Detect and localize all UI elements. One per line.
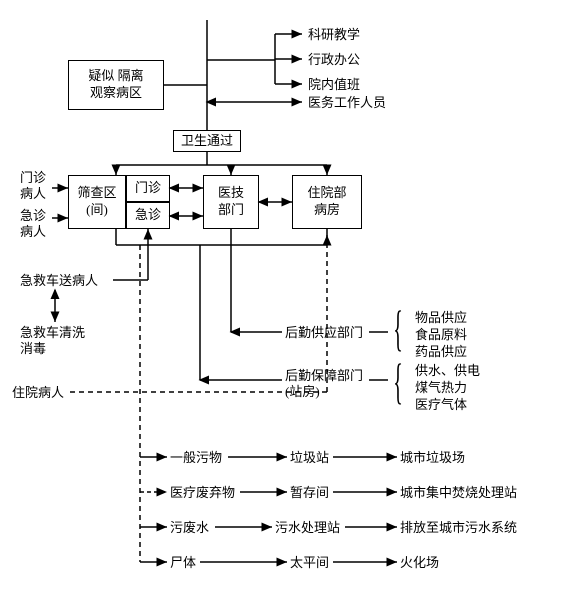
box-medtech-label: 医技部门 (218, 185, 244, 219)
flowchart-canvas: 疑似 隔离观察病区 卫生通过 筛查区(间) 门诊 急诊 医技部门 住院部病房 门… (0, 0, 584, 591)
label-duty: 院内值班 (308, 77, 360, 94)
label-city-sewage: 排放至城市污水系统 (400, 520, 517, 537)
label-inpatient: 住院病人 (12, 385, 64, 402)
box-isolation: 疑似 隔离观察病区 (68, 60, 164, 110)
label-supply-dept: 后勤供应部门 (285, 325, 363, 342)
label-garbage-station: 垃圾站 (290, 450, 329, 467)
label-city-garbage: 城市垃圾场 (400, 450, 465, 467)
label-water-elec: 供水、供电 (415, 363, 480, 380)
box-isolation-label: 疑似 隔离观察病区 (88, 68, 143, 102)
label-sewage: 污废水 (170, 520, 209, 537)
box-medtech: 医技部门 (203, 175, 259, 229)
label-city-incinerate: 城市集中焚烧处理站 (400, 485, 517, 502)
label-crematorium: 火化场 (400, 555, 439, 572)
label-ambulance-send: 急救车送病人 (20, 273, 98, 290)
label-research: 科研教学 (308, 27, 360, 44)
label-sewage-plant: 污水处理站 (275, 520, 340, 537)
label-medstaff: 医务工作人员 (308, 95, 386, 112)
label-medical-waste: 医疗废弃物 (170, 485, 235, 502)
label-food: 食品原料 (415, 327, 467, 344)
label-drugs: 药品供应 (415, 344, 467, 361)
label-general-waste: 一般污物 (170, 450, 222, 467)
box-sanitary-label: 卫生通过 (181, 133, 233, 150)
box-emergency-label: 急诊 (135, 207, 161, 224)
label-morgue: 太平间 (290, 555, 329, 572)
label-goods: 物品供应 (415, 310, 467, 327)
label-ambulance-clean: 急救车清洗消毒 (20, 325, 85, 356)
box-outpatient-label: 门诊 (135, 180, 161, 197)
bracket-supply: { (393, 303, 403, 353)
box-inpatient-label: 住院部病房 (307, 185, 346, 219)
label-gas-heat: 煤气热力 (415, 380, 467, 397)
label-storage: 暂存间 (290, 485, 329, 502)
label-med-gas: 医疗气体 (415, 397, 467, 414)
box-screening: 筛查区(间) (68, 175, 126, 229)
box-inpatient: 住院部病房 (292, 175, 362, 229)
label-outpatient-patient: 门诊病人 (20, 170, 46, 201)
box-outpatient: 门诊 (126, 175, 170, 202)
label-admin: 行政办公 (308, 52, 360, 69)
box-screening-label: 筛查区(间) (77, 185, 116, 219)
label-support-dept: 后勤保障部门(站房) (285, 368, 363, 399)
bracket-support: { (393, 356, 403, 406)
box-sanitary: 卫生通过 (173, 130, 241, 152)
box-emergency: 急诊 (126, 202, 170, 229)
label-emergency-patient: 急诊病人 (20, 208, 46, 239)
label-corpse: 尸体 (170, 555, 196, 572)
